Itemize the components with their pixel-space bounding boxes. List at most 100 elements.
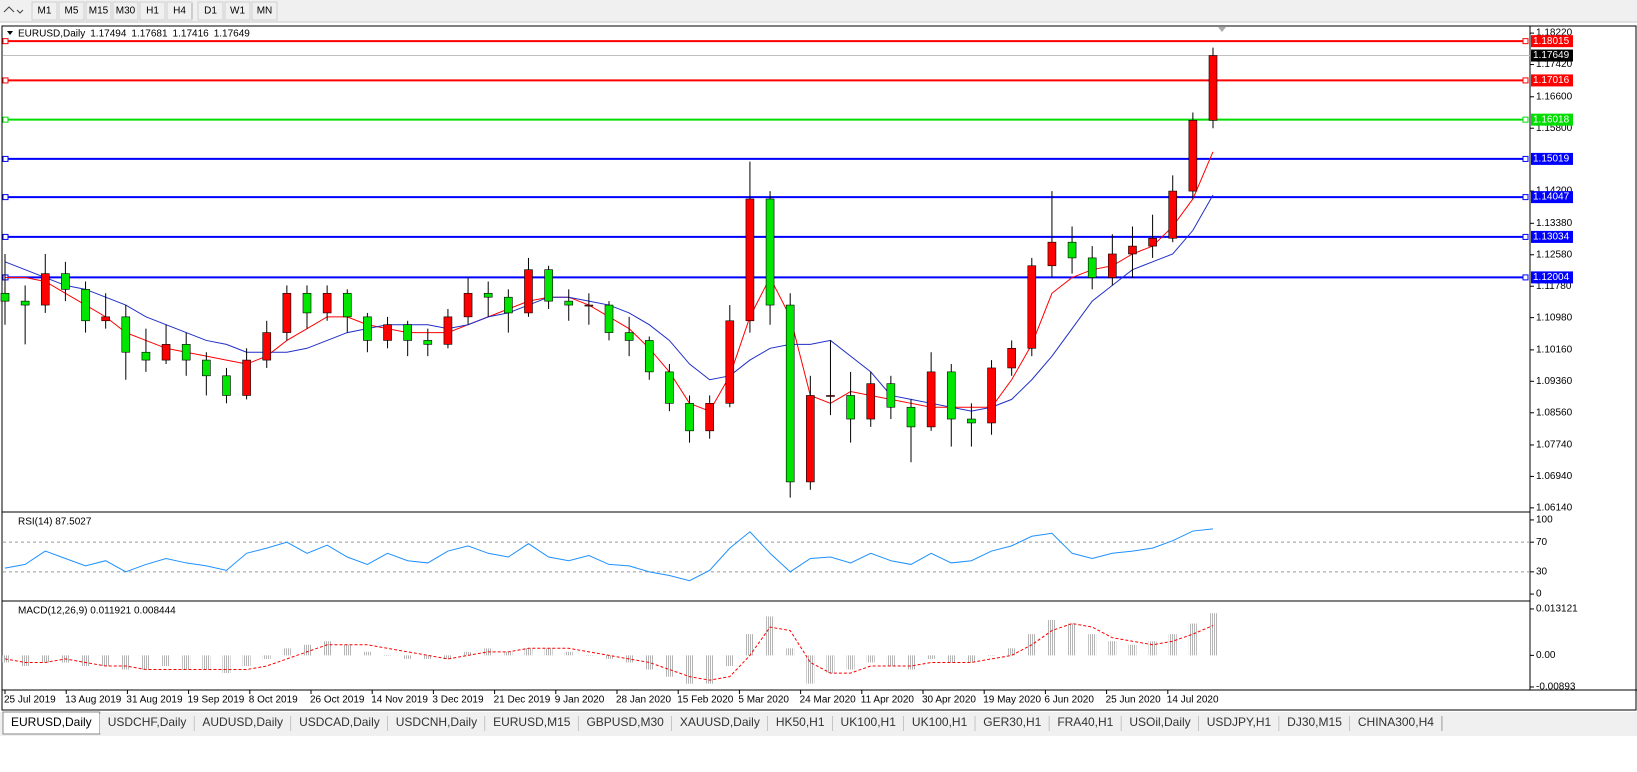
timeframe-label[interactable]: MN xyxy=(257,6,273,17)
tab-label[interactable]: FRA40,H1 xyxy=(1057,715,1113,729)
tab-label[interactable]: AUDUSD,Daily xyxy=(202,715,283,729)
candle-body xyxy=(725,320,735,404)
tab-label[interactable]: USDCNH,Daily xyxy=(396,715,477,729)
tab-label[interactable]: EURUSD,Daily xyxy=(11,715,92,729)
tab[interactable] xyxy=(1121,714,1199,733)
macd-bar xyxy=(343,644,352,656)
candle-body xyxy=(463,292,473,318)
tab-label[interactable]: GBPUSD,M30 xyxy=(586,715,664,729)
x-tick-label: 5 Mar 2020 xyxy=(738,695,789,706)
timeframe-button[interactable] xyxy=(197,1,224,21)
tab[interactable] xyxy=(194,714,292,733)
tab[interactable] xyxy=(903,714,976,733)
timeframe-label[interactable]: M30 xyxy=(116,6,136,17)
tab-label[interactable]: USDCAD,Daily xyxy=(299,715,380,729)
x-tick-label: 19 May 2020 xyxy=(983,695,1041,706)
timeframe-label[interactable]: D1 xyxy=(204,6,217,17)
macd-bar xyxy=(786,648,795,656)
macd-bar xyxy=(544,648,553,656)
timeframe-button[interactable] xyxy=(112,1,139,21)
y-tick-label: 1.09360 xyxy=(1536,376,1573,387)
tab[interactable] xyxy=(1349,714,1442,733)
tab-label[interactable]: UK100,H1 xyxy=(912,715,968,729)
tab-label[interactable]: DJ30,M15 xyxy=(1287,715,1342,729)
macd-bar xyxy=(282,648,291,656)
level-price-label: 1.12004 xyxy=(1533,272,1570,283)
tab[interactable] xyxy=(671,714,768,733)
x-tick-label: 8 Oct 2019 xyxy=(249,695,298,706)
toolbar-icon[interactable] xyxy=(3,6,24,14)
y-tick-label: 1.18220 xyxy=(1536,28,1573,39)
x-tick-label: 24 Mar 2020 xyxy=(800,695,857,706)
content: M1 M5 M15 M30 H1 H4 D1 W1 MN 1.18220 1.17420 1.1660… xyxy=(0,1,1578,735)
panel-header: RSI(14) 87.5027 xyxy=(18,517,92,528)
toolbar xyxy=(0,0,1637,22)
tab[interactable] xyxy=(1049,714,1122,733)
timeframe-label[interactable]: M1 xyxy=(38,6,52,17)
timeframe-button[interactable] xyxy=(224,1,251,21)
tab-label[interactable]: EURUSD,M15 xyxy=(493,715,571,729)
tab-label[interactable]: USDJPY,H1 xyxy=(1207,715,1272,729)
macd-bar xyxy=(907,655,915,670)
level-handle xyxy=(2,38,9,45)
macd-bar xyxy=(121,655,130,670)
timeframe-button[interactable] xyxy=(85,1,112,21)
level-price-label: 1.15019 xyxy=(1533,154,1570,165)
tab-label[interactable]: USDCHF,Daily xyxy=(108,715,187,729)
candle-body xyxy=(1208,55,1218,121)
panel-header: 1.17416 xyxy=(173,29,210,40)
candle-body xyxy=(483,292,493,298)
candle-body xyxy=(604,304,614,333)
x-tick-label: 6 Jun 2020 xyxy=(1044,695,1094,706)
timeframe-button[interactable] xyxy=(31,1,58,21)
tab[interactable] xyxy=(485,714,579,733)
tab[interactable] xyxy=(1279,714,1350,733)
tab-label[interactable]: HK50,H1 xyxy=(776,715,825,729)
tab[interactable] xyxy=(767,714,833,733)
tab-label[interactable]: USOil,Daily xyxy=(1129,715,1190,729)
tab[interactable] xyxy=(387,714,486,733)
macd-bar xyxy=(41,655,50,663)
tab[interactable] xyxy=(291,714,388,733)
tab-label[interactable]: CHINA300,H4 xyxy=(1358,715,1434,729)
macd-bar xyxy=(1007,648,1016,656)
level-handle xyxy=(1522,116,1529,123)
tab[interactable] xyxy=(1198,714,1280,733)
timeframe-label[interactable]: W1 xyxy=(230,6,245,17)
level-handle xyxy=(1522,38,1529,45)
candle-body xyxy=(302,292,312,314)
tab[interactable] xyxy=(99,714,195,733)
tab[interactable] xyxy=(832,714,904,733)
macd-bar xyxy=(605,655,613,659)
timeframe-button[interactable] xyxy=(251,1,278,21)
macd-bar xyxy=(323,641,332,656)
candle-body xyxy=(81,289,90,322)
macd-bar xyxy=(866,655,875,663)
macd-bar xyxy=(242,655,251,666)
level-price-box xyxy=(1531,191,1573,204)
tab[interactable] xyxy=(975,714,1050,733)
macd-bar xyxy=(1108,641,1117,656)
timeframe-button[interactable] xyxy=(139,1,166,21)
candle-body xyxy=(1188,120,1198,192)
candle-body xyxy=(624,332,634,341)
macd-bar xyxy=(1209,613,1217,656)
y-tick-label: -0.00893 xyxy=(1536,682,1576,693)
timeframe-button[interactable] xyxy=(58,1,85,21)
tab-label[interactable]: XAUUSD,Daily xyxy=(680,715,760,729)
candle-body xyxy=(866,383,876,420)
timeframe-label[interactable]: M15 xyxy=(89,6,109,17)
tab-label[interactable]: UK100,H1 xyxy=(841,715,897,729)
candle-body xyxy=(423,340,433,345)
y-tick-label: 1.06140 xyxy=(1536,502,1573,513)
tab-label[interactable]: GER30,H1 xyxy=(983,715,1041,729)
level-price-label: 1.18015 xyxy=(1533,36,1570,47)
timeframe-label[interactable]: M5 xyxy=(65,6,79,17)
timeframe-label[interactable]: H4 xyxy=(173,6,186,17)
timeframe-label[interactable]: H1 xyxy=(146,6,159,17)
y-tick-label: 1.17420 xyxy=(1536,59,1573,70)
tab[interactable] xyxy=(578,714,672,733)
macd-bar xyxy=(665,655,674,677)
